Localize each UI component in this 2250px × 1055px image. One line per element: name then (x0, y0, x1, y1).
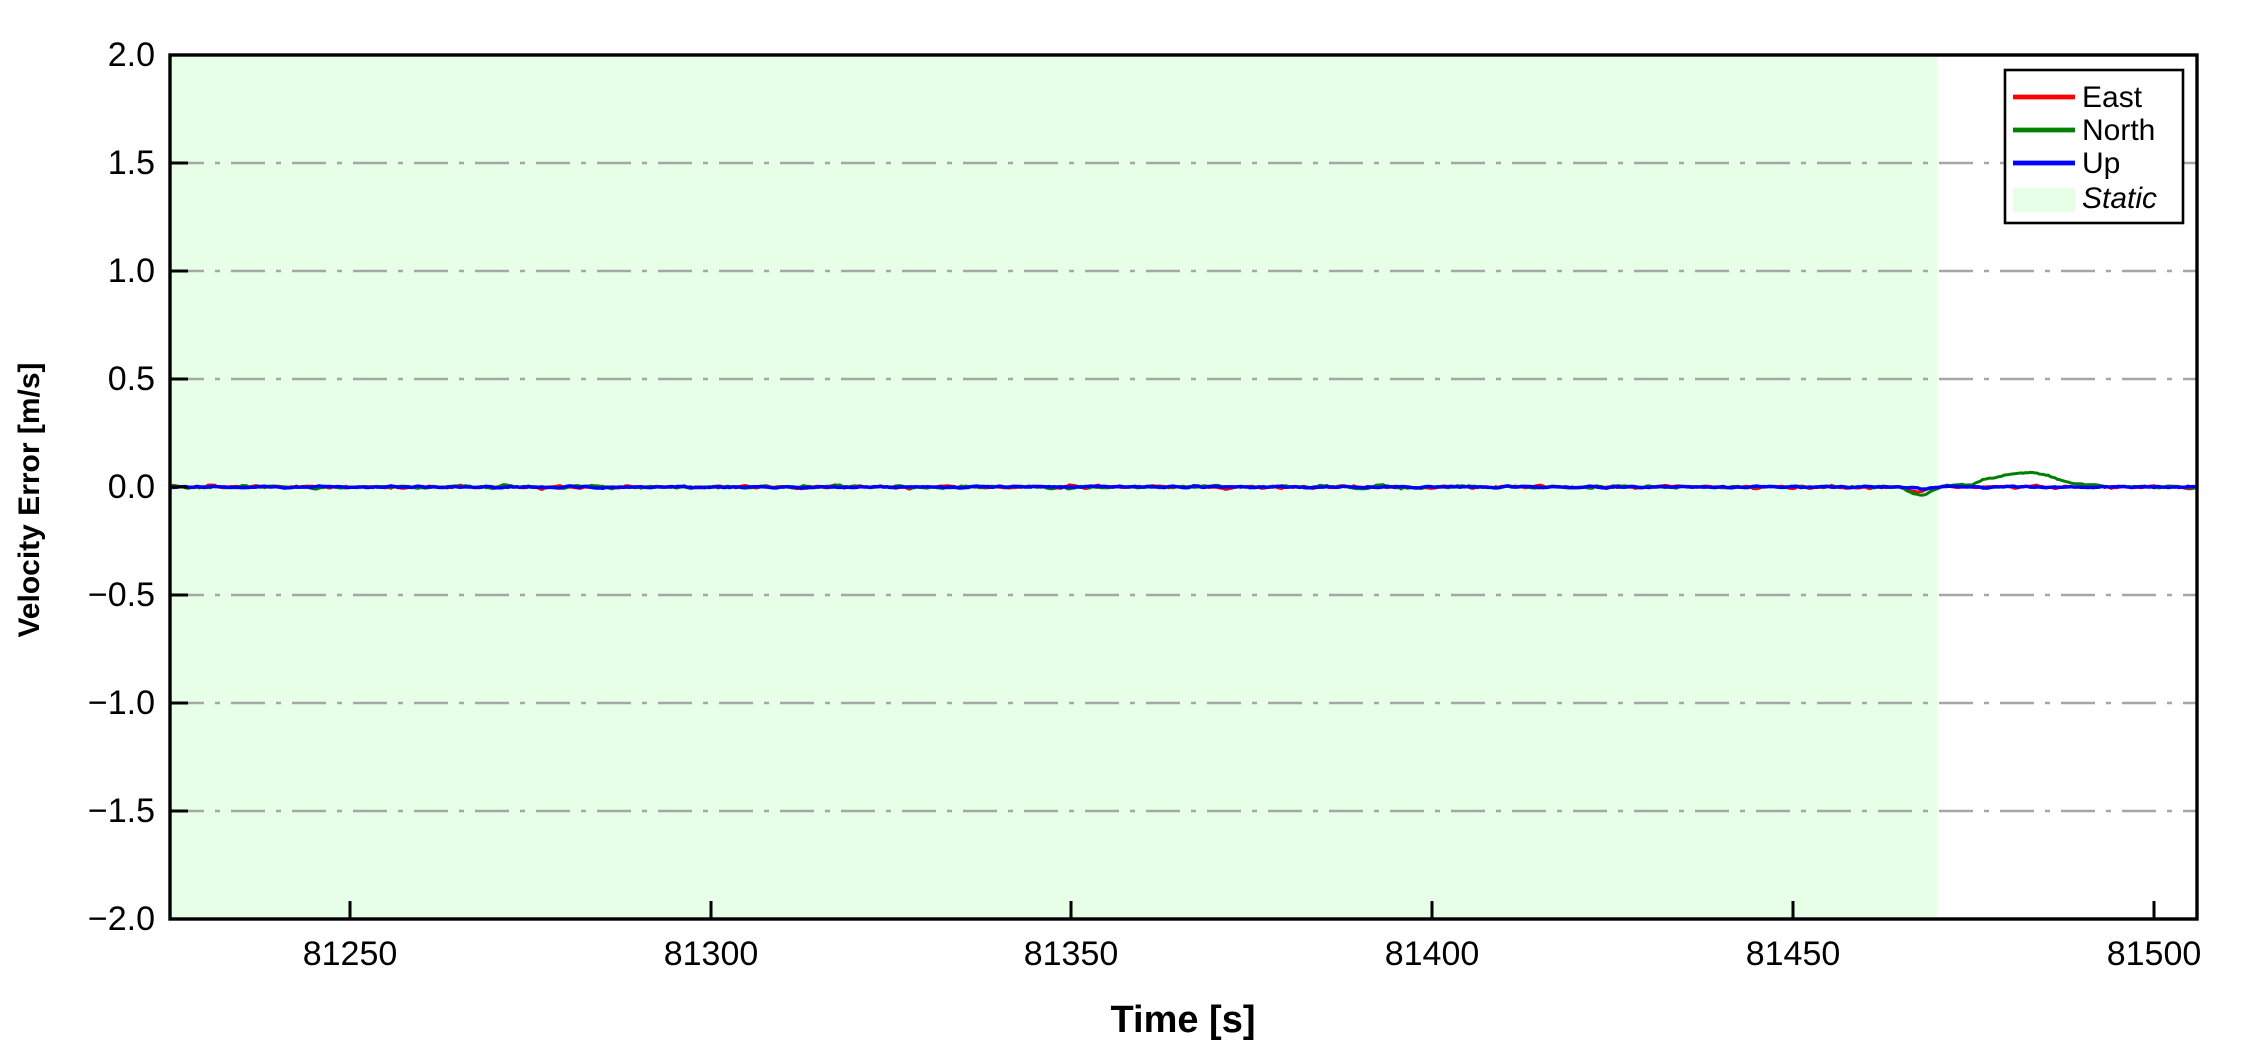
svg-text:2.0: 2.0 (108, 36, 155, 74)
svg-text:−0.5: −0.5 (88, 576, 155, 614)
svg-text:81300: 81300 (664, 935, 759, 973)
svg-text:East: East (2082, 81, 2143, 114)
svg-text:−1.0: −1.0 (88, 684, 155, 722)
svg-text:1.5: 1.5 (108, 144, 155, 182)
svg-text:North: North (2082, 114, 2155, 147)
svg-text:81450: 81450 (1746, 935, 1841, 973)
svg-text:−1.5: −1.5 (88, 792, 155, 830)
svg-text:−2.0: −2.0 (88, 900, 155, 938)
svg-text:81350: 81350 (1024, 935, 1119, 973)
svg-text:81250: 81250 (303, 935, 398, 973)
svg-text:Velocity Error [m/s]: Velocity Error [m/s] (13, 362, 46, 637)
svg-text:81400: 81400 (1385, 935, 1480, 973)
svg-text:0.0: 0.0 (108, 468, 155, 506)
svg-text:Time [s]: Time [s] (1110, 999, 1255, 1041)
svg-text:Static: Static (2082, 182, 2157, 215)
svg-text:1.0: 1.0 (108, 252, 155, 290)
svg-text:Up: Up (2082, 147, 2120, 180)
svg-text:81500: 81500 (2107, 935, 2202, 973)
svg-text:0.5: 0.5 (108, 360, 155, 398)
